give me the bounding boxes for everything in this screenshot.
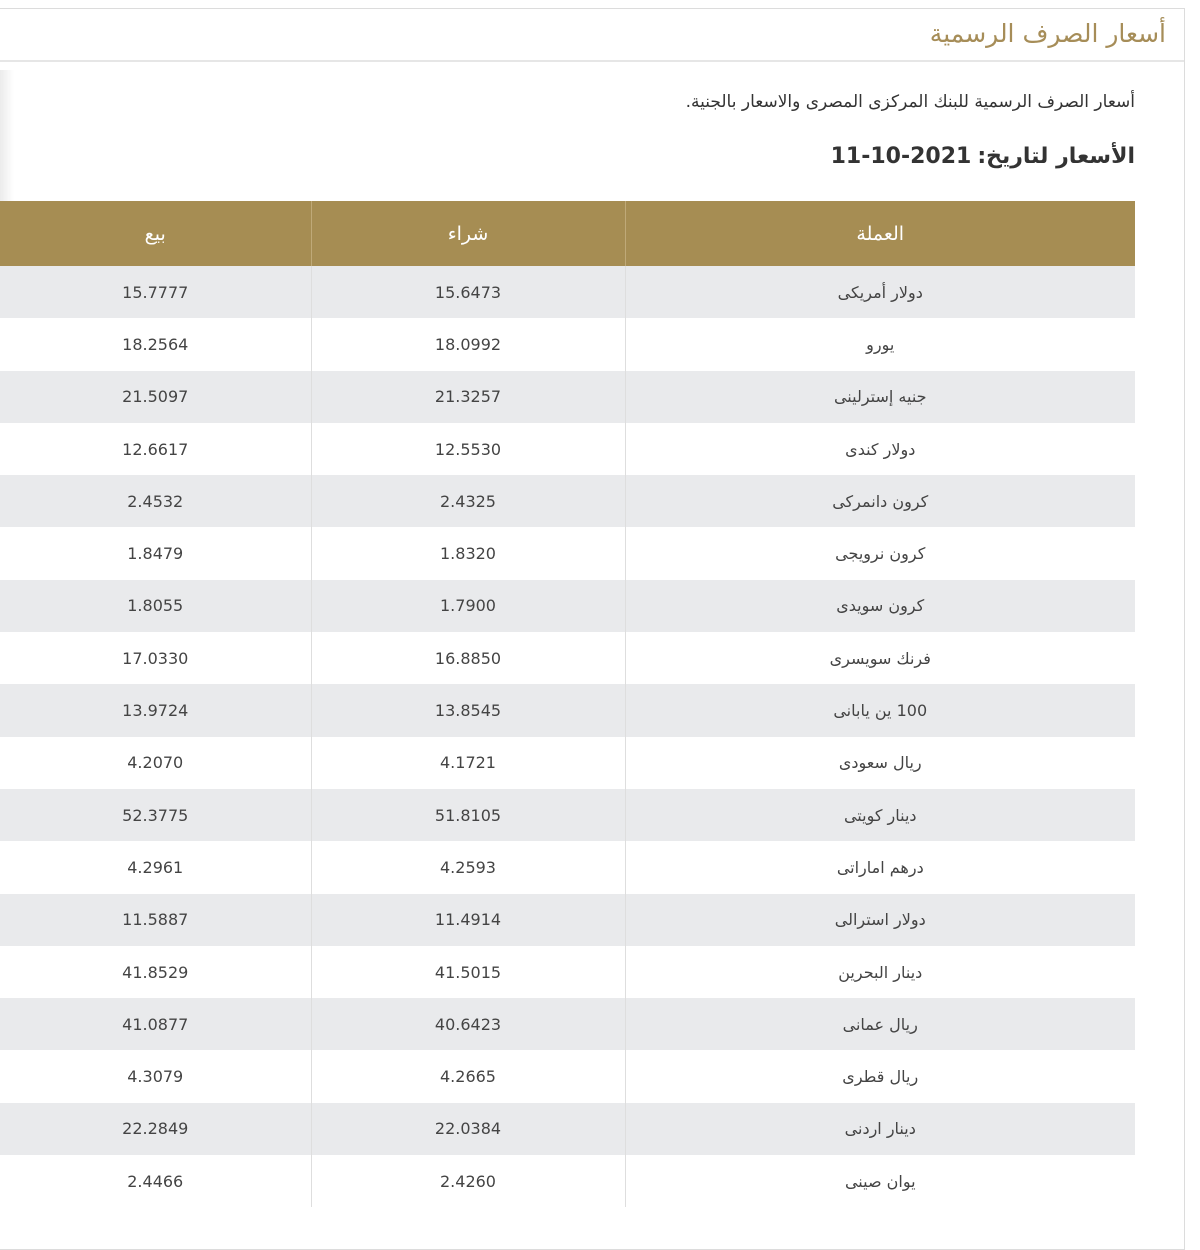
table-row: دولار كندى 12.5530 12.6617 <box>0 422 1135 476</box>
date-label: الأسعار لتاريخ: <box>977 144 1135 169</box>
currency-cell: دينار البحرين <box>624 945 1135 999</box>
sell-rate-cell: 1.8055 <box>0 579 311 633</box>
currency-cell: فرنك سويسرى <box>624 632 1135 685</box>
currency-cell: ريال قطرى <box>624 1050 1135 1103</box>
table-header-row: العملة شراء بيع <box>0 201 1135 266</box>
currency-cell: ريال عمانى <box>624 998 1135 1051</box>
table-row: دولار أمريكى 15.6473 15.7777 <box>0 266 1135 319</box>
table-row: ريال قطرى 4.2665 4.3079 <box>0 1050 1135 1103</box>
sell-rate-cell: 4.3079 <box>0 1050 311 1103</box>
currency-cell: 100 ين يابانى <box>624 684 1135 737</box>
buy-rate-cell: 2.4325 <box>310 475 625 528</box>
buy-rate-cell: 51.8105 <box>310 788 625 842</box>
sell-rate-cell: 22.2849 <box>0 1102 311 1156</box>
column-header-currency: العملة <box>624 201 1135 266</box>
exchange-rates-table: العملة شراء بيع دولار أمريكى 15.6473 15.77… <box>0 201 1135 1208</box>
buy-rate-cell: 13.8545 <box>310 684 625 737</box>
currency-cell: دينار اردنى <box>624 1102 1135 1156</box>
table-row: درهم اماراتى 4.2593 4.2961 <box>0 841 1135 894</box>
currency-cell: درهم اماراتى <box>624 841 1135 894</box>
sell-rate-cell: 52.3775 <box>0 788 311 842</box>
buy-rate-cell: 15.6473 <box>310 266 625 319</box>
intro-text: أسعار الصرف الرسمية للبنك المركزى المصرى… <box>685 92 1135 112</box>
sell-rate-cell: 41.8529 <box>0 945 311 999</box>
table-row: دينار كويتى 51.8105 52.3775 <box>0 788 1135 842</box>
table-row: يوان صينى 2.4260 2.4466 <box>0 1155 1135 1208</box>
buy-rate-cell: 16.8850 <box>310 632 625 685</box>
currency-cell: ريال سعودى <box>624 736 1135 789</box>
table-row: جنيه إسترلينى 21.3257 21.5097 <box>0 370 1135 423</box>
date-value: 2021-10-11 <box>830 144 972 169</box>
currency-cell: دولار كندى <box>624 422 1135 476</box>
sell-rate-cell: 4.2961 <box>0 841 311 894</box>
table-row: دينار اردنى 22.0384 22.2849 <box>0 1102 1135 1156</box>
buy-rate-cell: 21.3257 <box>310 370 625 423</box>
table-row: كرون نرويجى 1.8320 1.8479 <box>0 527 1135 580</box>
sell-rate-cell: 17.0330 <box>0 632 311 685</box>
currency-cell: يوان صينى <box>624 1155 1135 1208</box>
sell-rate-cell: 11.5887 <box>0 893 311 946</box>
column-header-buy: شراء <box>310 201 625 266</box>
buy-rate-cell: 1.8320 <box>310 527 625 580</box>
date-heading: الأسعار لتاريخ:2021-10-11 <box>831 144 1135 169</box>
table-row: دينار البحرين 41.5015 41.8529 <box>0 945 1135 999</box>
table-row: فرنك سويسرى 16.8850 17.0330 <box>0 632 1135 685</box>
sell-rate-cell: 41.0877 <box>0 998 311 1051</box>
table-row: ريال سعودى 4.1721 4.2070 <box>0 736 1135 789</box>
currency-cell: كرون دانمركى <box>624 475 1135 528</box>
buy-rate-cell: 2.4260 <box>310 1155 625 1208</box>
sell-rate-cell: 13.9724 <box>0 684 311 737</box>
currency-cell: دينار كويتى <box>624 788 1135 842</box>
sell-rate-cell: 4.2070 <box>0 736 311 789</box>
column-header-sell: بيع <box>0 201 311 266</box>
buy-rate-cell: 22.0384 <box>310 1102 625 1156</box>
currency-cell: دولار أمريكى <box>624 266 1135 319</box>
sell-rate-cell: 2.4532 <box>0 475 311 528</box>
buy-rate-cell: 18.0992 <box>310 318 625 371</box>
buy-rate-cell: 40.6423 <box>310 998 625 1051</box>
table-row: كرون سويدى 1.7900 1.8055 <box>0 579 1135 633</box>
currency-cell: كرون سويدى <box>624 579 1135 633</box>
table-row: دولار استرالى 11.4914 11.5887 <box>0 893 1135 946</box>
table-row: ريال عمانى 40.6423 41.0877 <box>0 998 1135 1051</box>
table-row: كرون دانمركى 2.4325 2.4532 <box>0 475 1135 528</box>
buy-rate-cell: 4.2665 <box>310 1050 625 1103</box>
buy-rate-cell: 12.5530 <box>310 422 625 476</box>
panel-header: أسعار الصرف الرسمية <box>0 9 1184 62</box>
buy-rate-cell: 1.7900 <box>310 579 625 633</box>
sell-rate-cell: 2.4466 <box>0 1155 311 1208</box>
sell-rate-cell: 21.5097 <box>0 370 311 423</box>
currency-cell: كرون نرويجى <box>624 527 1135 580</box>
buy-rate-cell: 4.1721 <box>310 736 625 789</box>
sell-rate-cell: 15.7777 <box>0 266 311 319</box>
sell-rate-cell: 1.8479 <box>0 527 311 580</box>
sell-rate-cell: 18.2564 <box>0 318 311 371</box>
table-row: يورو 18.0992 18.2564 <box>0 318 1135 371</box>
buy-rate-cell: 4.2593 <box>310 841 625 894</box>
edge-shadow <box>0 70 14 230</box>
currency-cell: دولار استرالى <box>624 893 1135 946</box>
currency-cell: يورو <box>624 318 1135 371</box>
panel-title: أسعار الصرف الرسمية <box>929 19 1166 48</box>
table-row: 100 ين يابانى 13.8545 13.9724 <box>0 684 1135 737</box>
currency-cell: جنيه إسترلينى <box>624 370 1135 423</box>
buy-rate-cell: 11.4914 <box>310 893 625 946</box>
sell-rate-cell: 12.6617 <box>0 422 311 476</box>
buy-rate-cell: 41.5015 <box>310 945 625 999</box>
